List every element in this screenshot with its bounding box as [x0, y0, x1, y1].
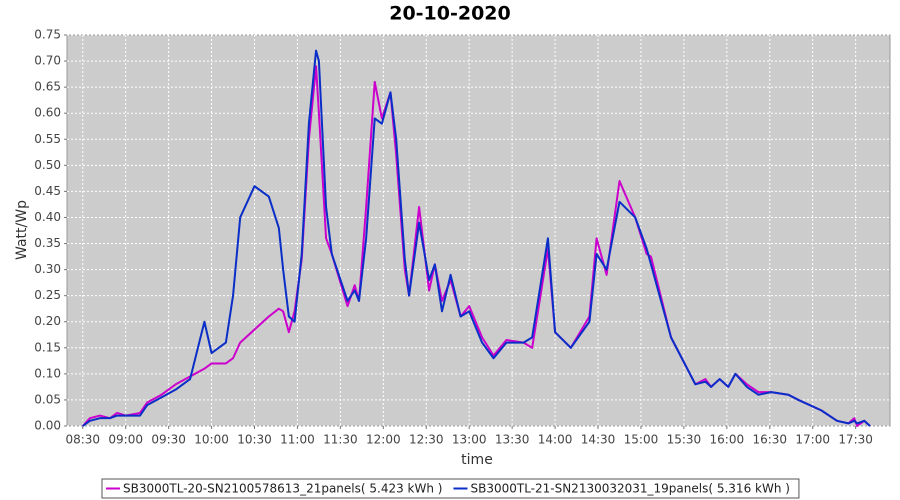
x-tick-label: 09:00: [108, 433, 143, 447]
x-tick-label: 13:00: [452, 433, 487, 447]
y-tick-label: 0.45: [34, 184, 61, 198]
x-tick-label: 11:00: [280, 433, 315, 447]
y-tick-label: 0.40: [34, 210, 61, 224]
legend-label: SB3000TL-21-SN2130032031_19panels( 5.316…: [470, 482, 789, 496]
y-tick-label: 0.55: [34, 132, 61, 146]
x-tick-label: 16:00: [710, 433, 745, 447]
x-tick-label: 16:30: [752, 433, 787, 447]
y-tick-label: 0.30: [34, 262, 61, 276]
plot-area: [66, 34, 891, 427]
x-tick-label: 12:00: [366, 433, 401, 447]
legend-label: SB3000TL-20-SN2100578613_21panels( 5.423…: [123, 482, 442, 496]
x-tick-label: 14:30: [581, 433, 616, 447]
y-tick-label: 0.70: [34, 54, 61, 68]
x-tick-label: 13:30: [495, 433, 530, 447]
legend-box: [101, 478, 800, 499]
y-tick-label: 0.60: [34, 106, 61, 120]
legend: SB3000TL-20-SN2100578613_21panels( 5.423…: [101, 478, 800, 499]
x-tick-label: 14:00: [538, 433, 573, 447]
x-tick-label: 10:00: [194, 433, 229, 447]
y-tick-label: 0.15: [34, 340, 61, 354]
y-tick-label: 0.35: [34, 236, 61, 250]
x-tick-label: 12:30: [409, 433, 444, 447]
series-line: [82, 49, 871, 427]
y-tick-label: 0.65: [34, 80, 61, 94]
y-axis-label: Watt/Wp: [14, 200, 30, 260]
x-tick-label: 08:30: [65, 433, 100, 447]
x-tick-label: 17:30: [838, 433, 873, 447]
lines: [82, 49, 871, 427]
y-tick-label: 0.00: [34, 419, 61, 433]
y-tick-label: 0.50: [34, 158, 61, 172]
y-tick-label: 0.10: [34, 366, 61, 380]
y-tick-label: 0.20: [34, 314, 61, 328]
x-tick-label: 15:00: [624, 433, 659, 447]
x-tick-label: 09:30: [151, 433, 186, 447]
y-tick-label: 0.25: [34, 288, 61, 302]
y-tick-label: 0.05: [34, 392, 61, 406]
x-tick-label: 15:30: [667, 433, 702, 447]
x-tick-label: 17:00: [795, 433, 830, 447]
x-tick-label: 11:30: [323, 433, 358, 447]
x-tick-label: 10:30: [237, 433, 272, 447]
chart-title: 20-10-2020: [389, 3, 511, 25]
y-tick-label: 0.75: [34, 28, 61, 42]
x-axis-label: time: [461, 452, 493, 468]
